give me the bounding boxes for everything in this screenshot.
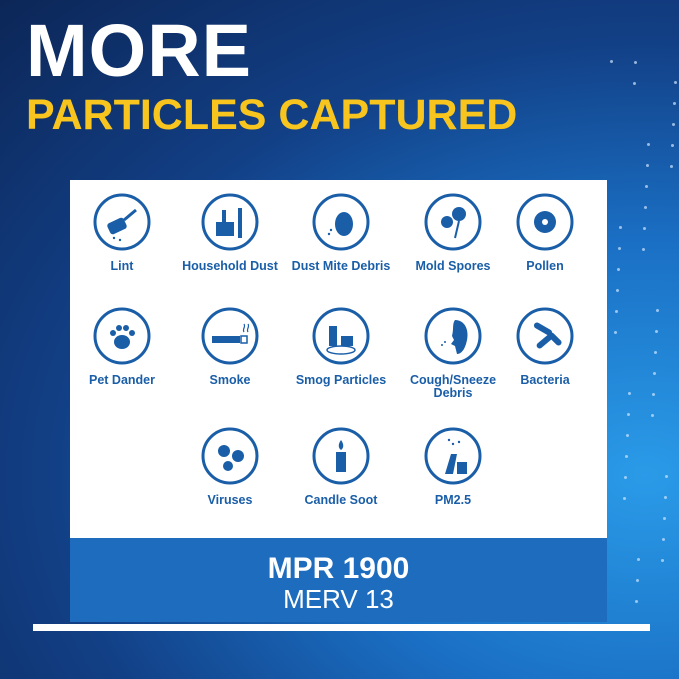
pm25-icon xyxy=(424,427,482,485)
sparkle-dot xyxy=(615,310,618,313)
dust-mite-icon xyxy=(312,193,370,251)
mpr-rating: MPR 1900 xyxy=(267,552,410,585)
sparkle-dot xyxy=(652,393,655,396)
particle-item: Household Dust xyxy=(175,192,285,273)
particle-item: PM2.5 xyxy=(398,426,508,507)
sparkle-dot xyxy=(623,497,626,500)
sparkle-dot xyxy=(614,331,617,334)
sparkle-dot xyxy=(654,351,657,354)
particle-item: Lint xyxy=(67,192,177,273)
sparkle-dot xyxy=(633,82,636,85)
particle-label: Viruses xyxy=(207,493,253,507)
cigarette-icon xyxy=(201,307,259,365)
sparkle-dot xyxy=(637,558,640,561)
sparkle-dot xyxy=(661,559,664,562)
sparkle-dot xyxy=(653,372,656,375)
sparkle-dot xyxy=(628,392,631,395)
sparkle-dot xyxy=(665,475,668,478)
particle-label: Pet Dander xyxy=(89,373,155,387)
sparkle-dot xyxy=(673,102,676,105)
particle-item: Cough/Sneeze Debris xyxy=(398,306,508,400)
sneeze-face-icon xyxy=(424,307,482,365)
particle-label: Bacteria xyxy=(520,373,570,387)
sparkle-dot xyxy=(619,226,622,229)
sparkle-dot xyxy=(663,517,666,520)
sparkle-dot xyxy=(671,144,674,147)
sparkle-dot xyxy=(644,206,647,209)
sparkle-dot xyxy=(624,476,627,479)
headline-particles: PARTICLES CAPTURED xyxy=(26,91,518,139)
particle-label: Smog Particles xyxy=(295,373,387,387)
sparkle-dot xyxy=(642,248,645,251)
sparkle-dot xyxy=(625,455,628,458)
sparkle-dot xyxy=(662,538,665,541)
rating-band: MPR 1900 MERV 13 xyxy=(70,538,607,622)
sparkle-dot xyxy=(645,185,648,188)
sparkle-dot xyxy=(627,413,630,416)
merv-rating: MERV 13 xyxy=(283,584,394,614)
mold-flower-icon xyxy=(424,193,482,251)
sparkle-dot xyxy=(651,414,654,417)
particle-label: Lint xyxy=(110,259,134,273)
particle-item: Candle Soot xyxy=(286,426,396,507)
sparkle-dot xyxy=(643,227,646,230)
particle-label: Smoke xyxy=(209,373,251,387)
particle-item: Viruses xyxy=(175,426,285,507)
sparkle-dot xyxy=(635,600,638,603)
sparkle-dot xyxy=(664,496,667,499)
sparkle-dot xyxy=(618,247,621,250)
sparkle-dot xyxy=(670,165,673,168)
dustpan-brush-icon xyxy=(201,193,259,251)
particle-item: Smoke xyxy=(175,306,285,387)
particle-item: Dust Mite Debris xyxy=(286,192,396,273)
sparkle-dot xyxy=(616,289,619,292)
pollen-icon xyxy=(516,193,574,251)
virus-icon xyxy=(201,427,259,485)
particle-label: Cough/Sneeze Debris xyxy=(409,373,497,400)
particle-item: Mold Spores xyxy=(398,192,508,273)
particle-item: Bacteria xyxy=(490,306,600,387)
sparkle-dot xyxy=(647,143,650,146)
paw-icon xyxy=(93,307,151,365)
particle-label: Candle Soot xyxy=(304,493,378,507)
sparkle-dot xyxy=(636,579,639,582)
sparkle-dot xyxy=(656,309,659,312)
candle-icon xyxy=(312,427,370,485)
particle-item: Pet Dander xyxy=(67,306,177,387)
bacteria-icon xyxy=(516,307,574,365)
factory-smog-icon xyxy=(312,307,370,365)
sparkle-dot xyxy=(626,434,629,437)
particle-label: Mold Spores xyxy=(415,259,491,273)
particle-item: Smog Particles xyxy=(286,306,396,387)
particle-item: Pollen xyxy=(490,192,600,273)
sparkle-dot xyxy=(634,61,637,64)
headline-more: MORE xyxy=(26,9,252,92)
sparkle-dot xyxy=(646,164,649,167)
particle-label: Pollen xyxy=(526,259,564,273)
sparkle-dot xyxy=(655,330,658,333)
divider-line xyxy=(33,624,650,631)
particle-label: PM2.5 xyxy=(434,493,472,507)
sparkle-dot xyxy=(674,81,677,84)
sparkle-dot xyxy=(610,60,613,63)
particle-label: Dust Mite Debris xyxy=(291,259,391,273)
particle-label: Household Dust xyxy=(182,259,278,273)
sparkle-dot xyxy=(617,268,620,271)
lint-roller-icon xyxy=(93,193,151,251)
sparkle-dot xyxy=(672,123,675,126)
